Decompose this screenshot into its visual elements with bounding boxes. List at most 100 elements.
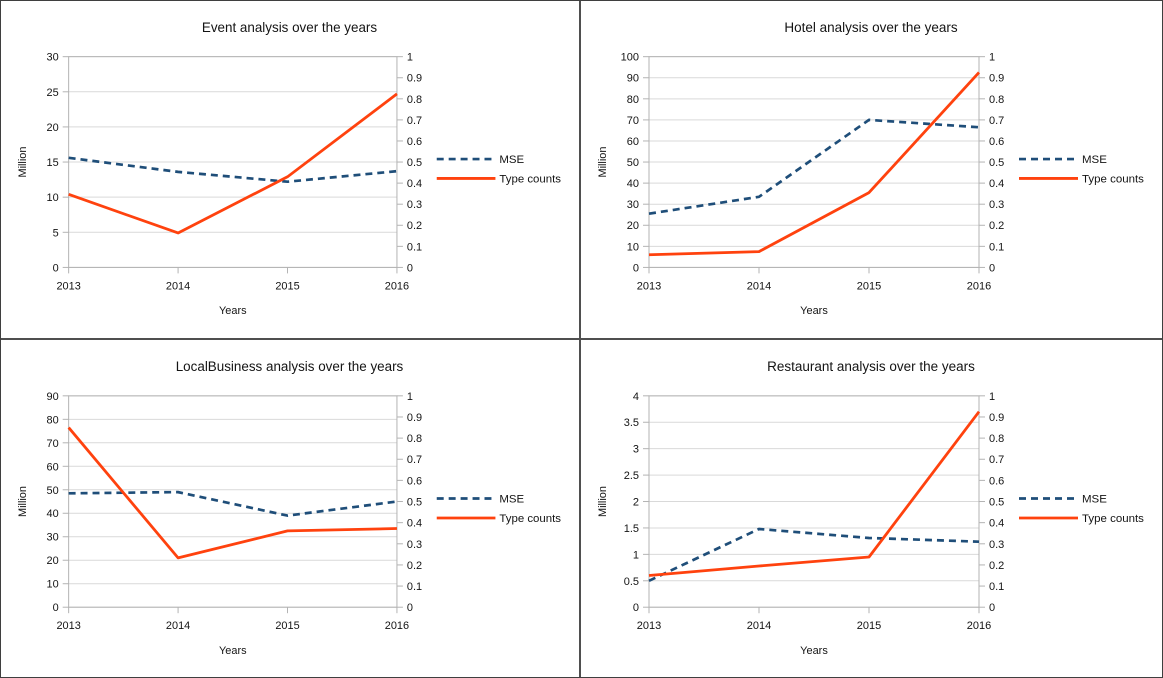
legend-label-type-counts: Type counts [499, 513, 561, 525]
right-axis-tick-label: 0.9 [407, 412, 422, 424]
right-axis-tick-label: 1 [407, 391, 413, 403]
left-axis-tick-label: 20 [627, 220, 639, 232]
right-axis-tick-label: 0.7 [407, 115, 422, 127]
left-axis-tick-label: 5 [53, 227, 59, 239]
left-axis-tick-label: 20 [47, 122, 59, 134]
y-axis-label: Million [17, 486, 29, 517]
left-axis-tick-label: 50 [627, 157, 639, 169]
left-axis-tick-label: 10 [47, 192, 59, 204]
series-line-mse [68, 156, 398, 184]
restaurant-chart-svg: Restaurant analysis over the years 0 0.5 1… [597, 359, 1144, 657]
chart-panel-event: Event analysis over the years 0 5 10 15 20 25… [1, 1, 581, 340]
right-axis-tick-label: 0.3 [989, 539, 1004, 551]
left-axis-tick-label: 80 [627, 94, 639, 106]
left-axis-tick-label: 90 [47, 391, 59, 403]
series-line-mse [648, 527, 980, 583]
left-axis-tick-label: 25 [47, 87, 59, 99]
legend-label-mse: MSE [499, 154, 524, 166]
x-axis-tick-label: 2016 [967, 620, 991, 632]
left-axis-tick-label: 0 [633, 602, 639, 614]
x-axis-tick-label: 2014 [747, 280, 771, 292]
left-axis-tick-label: 20 [47, 555, 59, 567]
right-axis-tick-label: 0.4 [989, 178, 1004, 190]
left-axis-tick-label: 4 [633, 391, 639, 403]
left-axis-tick-label: 30 [47, 52, 59, 64]
left-axis-tick-label: 10 [47, 579, 59, 591]
x-axis-tick-label: 2015 [275, 280, 299, 292]
x-axis-tick-label: 2013 [56, 280, 80, 292]
left-axis-tick-label: 80 [47, 414, 59, 426]
series-line-type-counts [68, 92, 398, 235]
right-axis-tick-label: 1 [989, 391, 995, 403]
legend: MSE Type counts [1019, 154, 1144, 185]
legend-label-type-counts: Type counts [1082, 513, 1144, 525]
left-axis-tick-label: 30 [627, 199, 639, 211]
right-axis-tick-label: 0.5 [989, 157, 1004, 169]
left-axis-tick-label: 90 [627, 73, 639, 85]
right-axis-tick-label: 0.5 [407, 496, 422, 508]
left-axis-tick-label: 0.5 [624, 576, 639, 588]
x-axis-label: Years [219, 645, 247, 657]
x-axis-tick-label: 2015 [857, 620, 881, 632]
right-axis-tick-label: 0.7 [407, 454, 422, 466]
left-axis-tick-label: 70 [627, 115, 639, 127]
right-axis-tick-label: 0.7 [989, 454, 1004, 466]
y-axis-label: Million [597, 486, 609, 517]
x-axis-tick-label: 2015 [275, 620, 299, 632]
chart-panel-restaurant: Restaurant analysis over the years 0 0.5 1… [581, 340, 1162, 677]
right-axis-tick-label: 0.3 [989, 199, 1004, 211]
right-axis-tick-label: 0.1 [989, 581, 1004, 593]
legend-label-mse: MSE [1082, 154, 1107, 166]
chart-panel-hotel: Hotel analysis over the years 0 10 20 30 40 5… [581, 1, 1162, 340]
legend: MSE Type counts [436, 494, 561, 525]
left-axis-tick-label: 50 [47, 485, 59, 497]
left-axis-tick-label: 2 [633, 497, 639, 509]
series-line-type-counts [648, 71, 981, 257]
right-axis-tick-label: 0.3 [407, 199, 422, 211]
left-axis-tick-label: 40 [47, 508, 59, 520]
series-line-type-counts [67, 426, 397, 560]
localbusiness-chart-svg: LocalBusiness analysis over the years 0 1… [17, 359, 561, 657]
right-axis-tick-label: 0.7 [989, 115, 1004, 127]
left-axis-tick-label: 0 [53, 602, 59, 614]
chart-panel-localbusiness: LocalBusiness analysis over the years 0 1… [1, 340, 581, 677]
left-axis-tick-label: 0 [633, 262, 639, 274]
right-axis-tick-label: 0.6 [989, 136, 1004, 148]
right-axis-tick-label: 0.9 [989, 73, 1004, 85]
right-axis-tick-label: 0.6 [407, 475, 422, 487]
plot-area: 0 10 20 30 40 50 60 70 80 90 0 0.1 0.2 0.3 0.4 0.5 0.6 0.… [47, 391, 423, 632]
chart-title: Hotel analysis over the years [784, 20, 958, 35]
left-axis-tick-label: 60 [47, 461, 59, 473]
y-axis-label: Million [17, 147, 29, 178]
right-axis-tick-label: 0 [989, 262, 995, 274]
right-axis-tick-label: 0.1 [989, 241, 1004, 253]
right-axis-tick-label: 1 [407, 52, 413, 64]
x-axis-tick-label: 2016 [385, 620, 409, 632]
left-axis-tick-label: 70 [47, 438, 59, 450]
x-axis-tick-label: 2016 [967, 280, 991, 292]
left-axis-tick-label: 60 [627, 136, 639, 148]
right-axis-tick-label: 0.8 [407, 433, 422, 445]
series-line-mse [68, 490, 398, 517]
left-axis-tick-label: 3.5 [624, 417, 639, 429]
chart-title: Event analysis over the years [202, 20, 377, 35]
left-axis-tick-label: 0 [53, 262, 59, 274]
right-axis-tick-label: 0.2 [989, 220, 1004, 232]
left-axis-tick-label: 1.5 [624, 523, 639, 535]
legend-label-type-counts: Type counts [499, 173, 561, 185]
right-axis-tick-label: 0.6 [989, 475, 1004, 487]
right-axis-tick-label: 0.5 [989, 497, 1004, 509]
left-axis-tick-label: 15 [47, 157, 59, 169]
right-axis-tick-label: 0.8 [989, 94, 1004, 106]
right-axis-tick-label: 1 [989, 52, 995, 64]
x-axis-tick-label: 2013 [637, 280, 661, 292]
right-axis-tick-label: 0.8 [989, 433, 1004, 445]
left-axis-tick-label: 30 [47, 532, 59, 544]
x-axis-tick-label: 2015 [857, 280, 881, 292]
right-axis-tick-label: 0 [407, 602, 413, 614]
legend-label-mse: MSE [1082, 494, 1107, 506]
chart-title: Restaurant analysis over the years [767, 359, 975, 374]
legend: MSE Type counts [436, 154, 561, 185]
x-axis-tick-label: 2013 [637, 620, 661, 632]
